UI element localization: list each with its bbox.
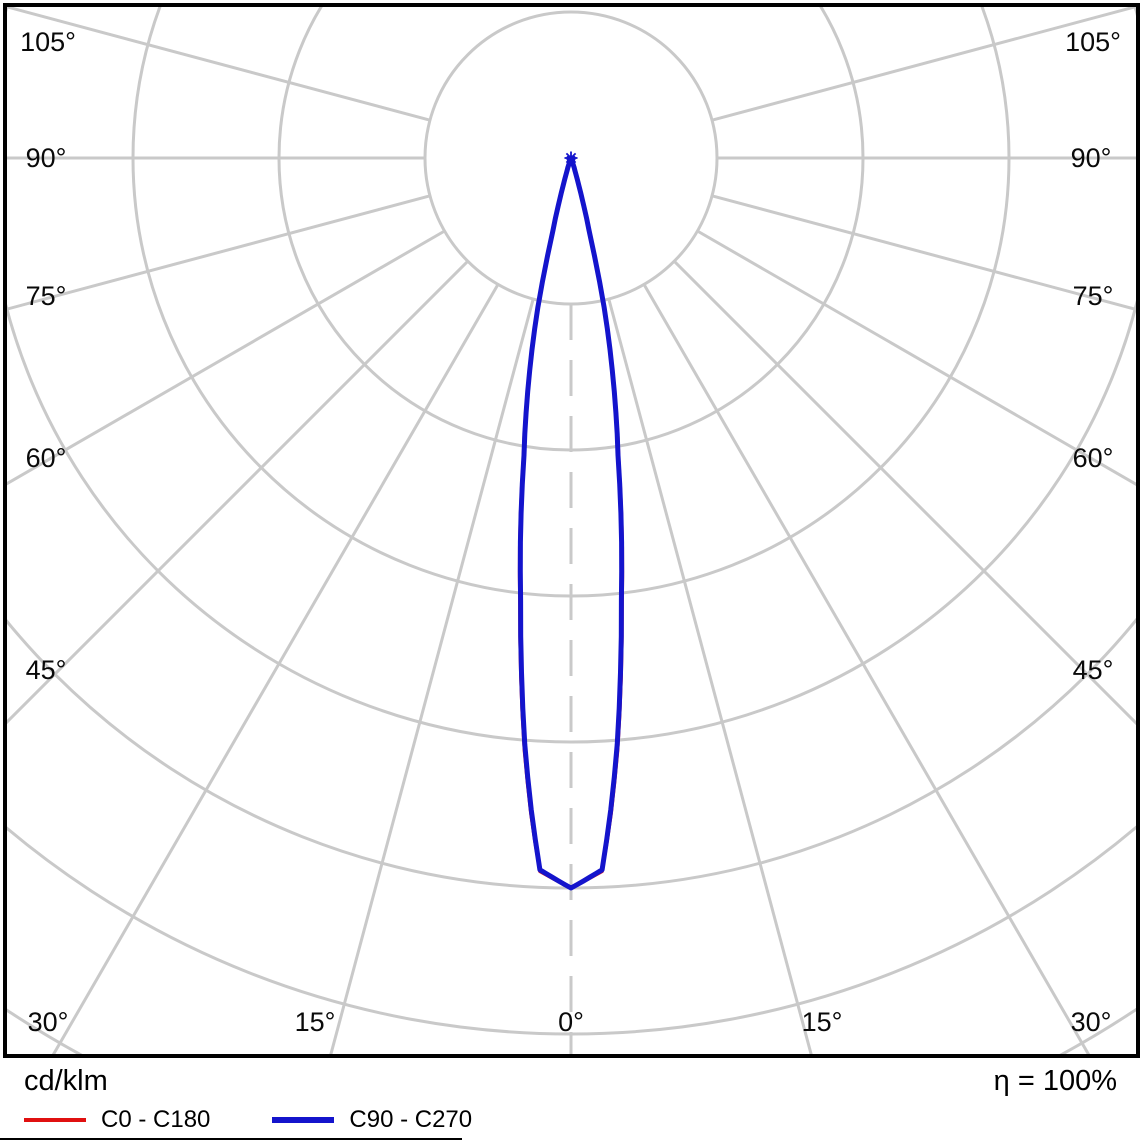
chart-border (3, 3, 1140, 1058)
polar-chart-canvas: 105° 90° 75° 60° 45° 30° 15° 0° 15° 105° 90° 75° 60°… (3, 3, 1140, 1058)
grid-radial-line (711, 194, 1136, 311)
angle-label: 90° (1071, 143, 1112, 173)
angle-label: 45° (26, 655, 67, 685)
unit-label: cd/klm (24, 1065, 108, 1097)
legend-label-c0: C0 - C180 (101, 1106, 211, 1133)
efficiency-label: η = 100% (993, 1065, 1117, 1097)
legend-label-c90: C90 - C270 (349, 1106, 473, 1133)
grid-radial-line (7, 229, 446, 486)
legend-swatch-c90 (272, 1117, 335, 1123)
legend: C0 - C180 C90 - C270 (24, 1106, 472, 1134)
angle-label: 30° (1071, 1007, 1112, 1037)
angle-label: 0° (558, 1007, 584, 1037)
grid-radial-line (329, 298, 535, 1054)
grid-radial-line (607, 298, 813, 1054)
angle-label: 75° (26, 281, 67, 311)
polar-grid (7, 7, 1136, 1054)
chart-footer: cd/klm η = 100% C0 - C180 C90 - C270 (0, 1060, 1143, 1143)
polar-intensity-chart: 105° 90° 75° 60° 45° 30° 15° 0° 15° 105° 90° 75° 60°… (3, 3, 1140, 1058)
angle-label: 15° (295, 1007, 336, 1037)
angle-label: 45° (1073, 655, 1114, 685)
grid-radial-line (642, 283, 1091, 1054)
angle-label: 60° (1073, 443, 1114, 473)
angle-label: 75° (1073, 281, 1114, 311)
angle-label: 60° (26, 443, 67, 473)
angle-label: 105° (1065, 27, 1121, 57)
footer-rule (0, 1138, 462, 1140)
grid-radial-line (7, 7, 431, 122)
angle-label: 30° (28, 1007, 69, 1037)
angle-label: 15° (802, 1007, 843, 1037)
grid-radial-line (7, 194, 431, 311)
grid-radial-line (51, 283, 500, 1054)
angle-label: 90° (26, 143, 67, 173)
grid-radial-line (696, 229, 1136, 486)
grid-radial-line (711, 7, 1136, 122)
grid-radial-line (673, 260, 1136, 726)
legend-swatch-c0 (24, 1118, 86, 1122)
angle-label: 105° (20, 27, 76, 57)
grid-radial-line (7, 260, 469, 725)
origin-marker (564, 151, 578, 165)
grid-circle (7, 7, 1136, 744)
